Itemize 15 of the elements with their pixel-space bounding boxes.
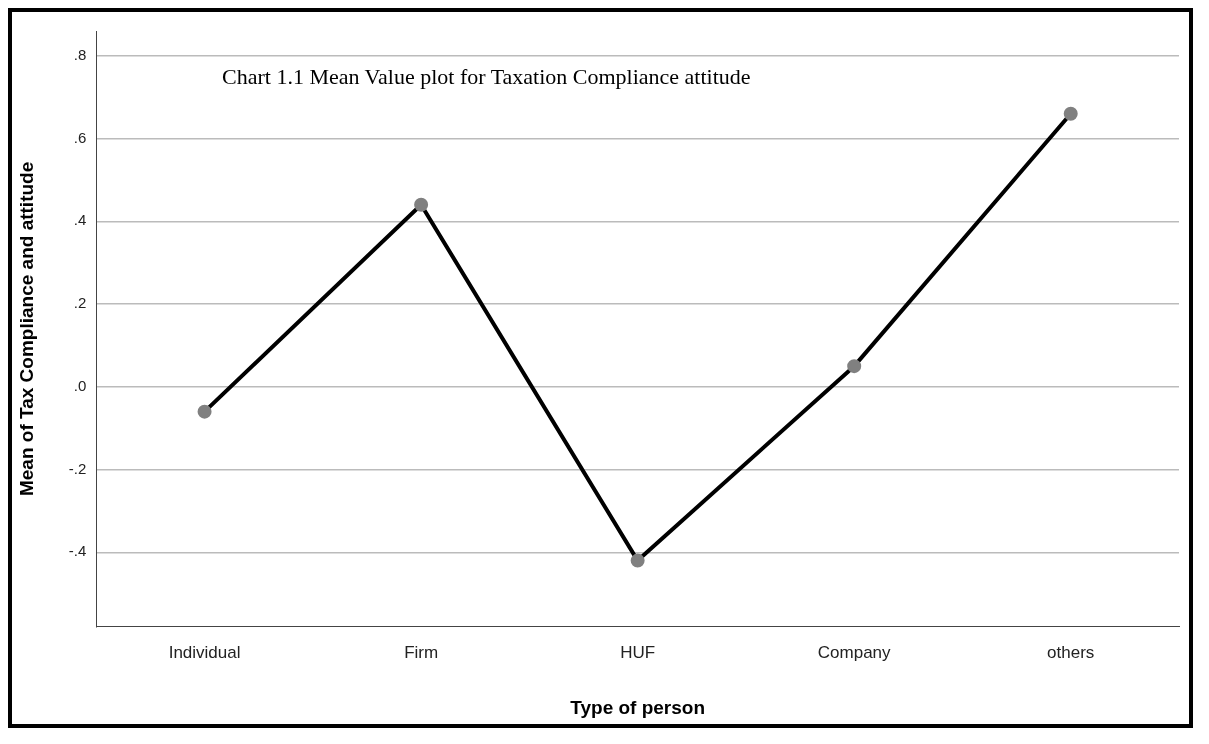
y-tick-label: .8 [73,45,87,63]
y-tick-label: .2 [73,294,87,312]
y-tick-label: -.2 [68,459,87,477]
y-tick-label: .4 [73,211,87,229]
y-tick-label: -.4 [68,542,87,560]
y-tick-label: .6 [73,128,87,146]
x-tick-label: others [1047,642,1095,662]
y-axis-title: Mean of Tax Compliance and attitude [15,161,37,497]
x-tick-label: Individual [168,642,241,662]
x-tick-label: Company [817,642,892,662]
x-tick-label: HUF [620,642,656,662]
x-tick-label: Firm [404,642,439,662]
x-axis-title: Type of person [570,696,706,718]
text: Chart 1.1 Mean Value plot for Taxation Compliance attitude [222,64,751,90]
y-tick-label: .0 [73,376,87,394]
